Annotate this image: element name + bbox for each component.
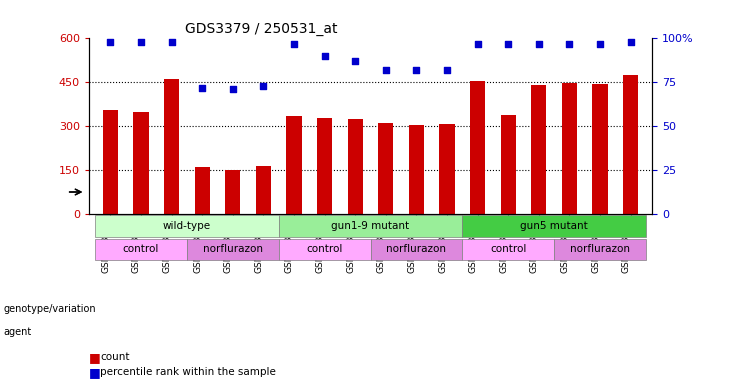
Bar <box>378 123 393 214</box>
Bar <box>256 167 271 214</box>
FancyBboxPatch shape <box>462 215 646 237</box>
Text: control: control <box>490 244 526 254</box>
Bar <box>409 125 424 214</box>
Point <box>104 39 116 45</box>
Point <box>227 86 239 93</box>
Point <box>166 39 178 45</box>
Bar <box>592 84 608 214</box>
Bar <box>164 79 179 214</box>
Point <box>502 41 514 47</box>
Point <box>411 67 422 73</box>
Point <box>533 41 545 47</box>
Text: GDS3379 / 250531_at: GDS3379 / 250531_at <box>185 22 337 36</box>
Text: gun1-9 mutant: gun1-9 mutant <box>331 221 410 231</box>
Text: wild-type: wild-type <box>163 221 211 231</box>
Bar <box>225 170 240 214</box>
Text: ■: ■ <box>89 351 101 364</box>
FancyBboxPatch shape <box>554 239 646 260</box>
Bar <box>562 83 577 214</box>
FancyBboxPatch shape <box>370 239 462 260</box>
Text: genotype/variation: genotype/variation <box>4 304 96 314</box>
Point <box>257 83 269 89</box>
Point <box>349 58 361 65</box>
Text: count: count <box>100 352 130 362</box>
Bar <box>194 167 210 214</box>
Bar <box>470 81 485 214</box>
Point <box>441 67 453 73</box>
FancyBboxPatch shape <box>462 239 554 260</box>
Point <box>472 41 484 47</box>
Text: ■: ■ <box>89 366 101 379</box>
Bar <box>286 116 302 214</box>
Point <box>288 41 300 47</box>
Point <box>135 39 147 45</box>
FancyBboxPatch shape <box>95 215 279 237</box>
Bar <box>531 85 547 214</box>
Text: gun5 mutant: gun5 mutant <box>520 221 588 231</box>
Point <box>196 84 208 91</box>
FancyBboxPatch shape <box>279 239 370 260</box>
Bar <box>317 118 332 214</box>
Text: control: control <box>123 244 159 254</box>
Point <box>563 41 575 47</box>
Text: norflurazon: norflurazon <box>570 244 630 254</box>
Point <box>380 67 392 73</box>
Bar <box>501 114 516 214</box>
Text: percentile rank within the sample: percentile rank within the sample <box>100 367 276 377</box>
Bar <box>439 124 455 214</box>
Text: norflurazon: norflurazon <box>386 244 446 254</box>
FancyBboxPatch shape <box>187 239 279 260</box>
Text: agent: agent <box>4 327 32 337</box>
Point <box>594 41 606 47</box>
Bar <box>348 119 363 214</box>
Text: norflurazon: norflurazon <box>203 244 263 254</box>
FancyBboxPatch shape <box>279 215 462 237</box>
Text: control: control <box>306 244 343 254</box>
Bar <box>623 75 638 214</box>
Bar <box>103 110 118 214</box>
FancyBboxPatch shape <box>95 239 187 260</box>
Point <box>319 53 330 59</box>
Bar <box>133 112 149 214</box>
Point <box>625 39 637 45</box>
